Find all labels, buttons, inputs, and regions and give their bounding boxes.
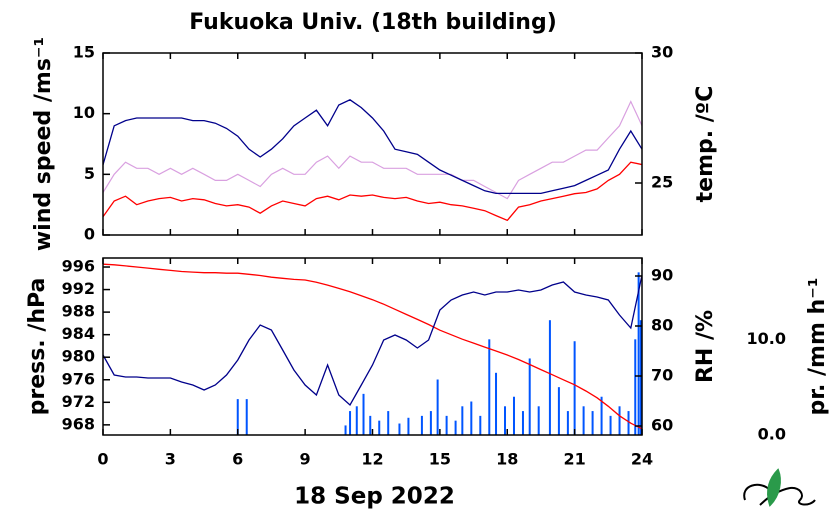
x-tick-label: 21 bbox=[563, 450, 585, 469]
y-tick-label: 972 bbox=[62, 392, 95, 411]
y-axis-label: wind speed /ms⁻¹ bbox=[31, 37, 56, 251]
y-tick-label: 984 bbox=[62, 324, 95, 343]
x-tick-label: 9 bbox=[300, 450, 311, 469]
precip-bar bbox=[429, 411, 432, 435]
y2-tick-label: 70 bbox=[651, 366, 673, 385]
y-tick-label: 996 bbox=[62, 257, 95, 276]
y-tick-label: 980 bbox=[62, 347, 95, 366]
y-tick-label: 15 bbox=[73, 43, 95, 62]
y-tick-label: 5 bbox=[84, 164, 95, 183]
precip-bar bbox=[362, 393, 365, 435]
y2-axis-label: RH /% bbox=[693, 310, 718, 383]
precip-bar bbox=[420, 415, 423, 435]
x-tick-label: 12 bbox=[361, 450, 383, 469]
y-axis-label: press. /hPa bbox=[25, 278, 50, 416]
y-tick-label: 992 bbox=[62, 279, 95, 298]
precip-bar bbox=[454, 420, 457, 435]
precip-bar bbox=[591, 411, 594, 435]
y3-tick-label: 0.0 bbox=[758, 425, 786, 444]
precip-bar bbox=[521, 411, 524, 435]
precip-bar bbox=[407, 417, 410, 435]
y3-axis-label: pr. /mm h⁻¹ bbox=[805, 278, 830, 416]
y-tick-label: 988 bbox=[62, 302, 95, 321]
precip-bar bbox=[344, 425, 347, 435]
precip-bar bbox=[582, 406, 585, 435]
precip-bar bbox=[573, 341, 576, 435]
x-axis-label: 18 Sep 2022 bbox=[294, 484, 455, 510]
precip-bar bbox=[495, 372, 498, 435]
plot-area bbox=[103, 99, 642, 222]
plot-frame bbox=[102, 52, 643, 236]
x-tick-label: 18 bbox=[496, 450, 518, 469]
series-line bbox=[103, 161, 642, 222]
x-tick-label: 15 bbox=[429, 450, 451, 469]
precip-bar bbox=[537, 406, 540, 435]
y2-tick-label: 25 bbox=[651, 173, 673, 192]
y-tick-label: 10 bbox=[73, 103, 95, 122]
precip-bar bbox=[488, 339, 491, 435]
chart-title: Fukuoka Univ. (18th building) bbox=[189, 10, 557, 35]
precip-bar bbox=[627, 411, 630, 435]
y2-tick-label: 60 bbox=[651, 416, 673, 435]
y3-tick-label: 10.0 bbox=[747, 329, 786, 348]
precip-bar bbox=[387, 411, 390, 435]
precip-bar bbox=[245, 399, 248, 435]
precip-bar bbox=[618, 406, 621, 435]
precip-bar bbox=[557, 387, 560, 435]
precip-bar bbox=[504, 406, 507, 435]
precip-bar bbox=[479, 415, 482, 435]
x-tick-label: 6 bbox=[232, 450, 243, 469]
precip-bar bbox=[528, 358, 531, 435]
precip-bar bbox=[398, 423, 401, 435]
y2-tick-label: 30 bbox=[651, 43, 673, 62]
precip-bar bbox=[349, 411, 352, 435]
precip-bar bbox=[355, 406, 358, 435]
precip-bar bbox=[445, 415, 448, 435]
x-tick-label: 24 bbox=[631, 450, 653, 469]
y-tick-label: 976 bbox=[62, 369, 95, 388]
y2-tick-label: 90 bbox=[651, 266, 673, 285]
precip-bar bbox=[436, 379, 439, 435]
series-line bbox=[103, 263, 642, 430]
x-tick-label: 3 bbox=[165, 450, 176, 469]
precip-bar bbox=[609, 415, 612, 435]
plot-frame bbox=[102, 257, 643, 436]
precip-bar bbox=[637, 272, 640, 435]
precip-bar bbox=[600, 396, 603, 435]
series-line bbox=[103, 99, 642, 195]
y2-axis-label: temp. /ºC bbox=[693, 86, 718, 203]
precip-bar bbox=[512, 396, 515, 435]
y-tick-label: 968 bbox=[62, 414, 95, 433]
series-line bbox=[103, 274, 642, 407]
precip-bar bbox=[236, 399, 239, 435]
x-tick-label: 0 bbox=[97, 450, 108, 469]
precip-bar bbox=[369, 415, 372, 435]
precip-bar bbox=[470, 401, 473, 435]
precip-bar bbox=[566, 411, 569, 435]
precip-bar bbox=[548, 320, 551, 435]
logo bbox=[743, 468, 816, 507]
series-line bbox=[103, 100, 642, 200]
plot-area bbox=[103, 263, 642, 435]
y-tick-label: 0 bbox=[84, 225, 95, 244]
precip-bar bbox=[378, 420, 381, 435]
precip-bar bbox=[639, 320, 642, 435]
precip-bar bbox=[634, 339, 637, 435]
y2-tick-label: 80 bbox=[651, 316, 673, 335]
precip-bar bbox=[461, 406, 464, 435]
